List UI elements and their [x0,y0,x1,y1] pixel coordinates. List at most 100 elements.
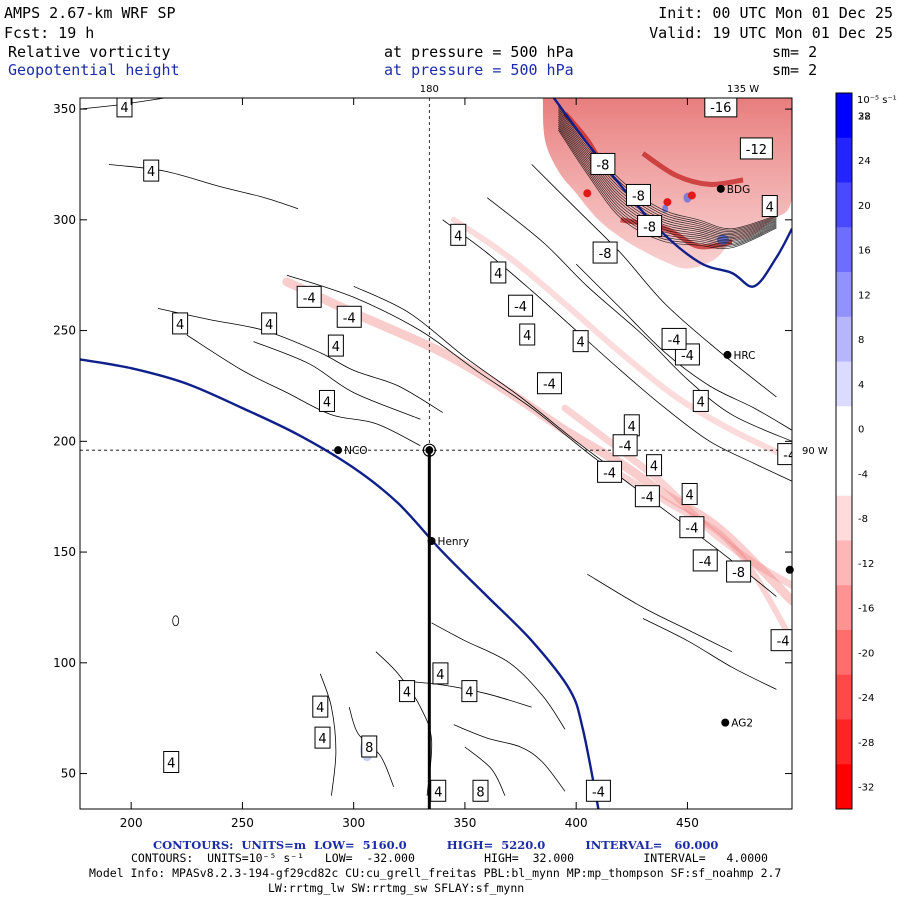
contour-label-0: 4 [120,101,128,116]
vorticity-contour-19 [587,573,733,653]
vorticity-contour-3 [186,334,421,447]
parallel-label: 90 W [802,446,828,457]
colorbar-tick-15: -28 [858,738,874,749]
contour-label-box-1 [143,159,160,182]
colorbar-tick-16: -32 [858,783,874,794]
contour-label-box-19 [681,482,698,505]
pole-marker-ring [422,443,436,457]
field1-smoothing: sm= 2 [772,43,817,61]
colorbar-segment-12 [836,630,852,676]
contour-label-29: -8 [632,189,645,204]
station-layer: NCO Henry HRC AG2 BDG [334,184,794,730]
contour-label-box-32 [739,137,773,160]
colorbar-tick-10: -8 [858,514,868,525]
contour-label-4: -4 [303,291,316,306]
x-tick-label-250: 250 [231,816,254,830]
contour-label-box-37 [461,680,478,703]
contour-label-box-30 [637,214,663,237]
negative-vorticity-band-1 [450,216,792,462]
contour-label-24: -4 [668,333,681,348]
contour-label-box-42 [430,779,447,802]
colorbar-segment-13 [836,674,852,720]
contour-label-box-4 [296,285,322,308]
station-label-henry: Henry [438,536,470,548]
vorticity-contour-2 [157,308,443,413]
contour-label-box-5 [336,305,362,328]
model-info: Model Info: MPASv8.2.3-194-gf29cd82c CU:… [89,866,781,880]
field1-name: Relative vorticity [8,43,171,61]
colorbar-segment-14 [836,719,852,765]
contour-label-box-26 [726,560,752,583]
contour-label-9: 4 [494,267,502,282]
contour-label-6: 4 [332,340,340,355]
contour-label-27: -4 [777,635,790,650]
colorbar-segment-7 [836,406,852,452]
contour-label-box-6 [327,334,344,357]
field2-smoothing: sm= 2 [772,61,817,79]
meridian-label-0: 180 [420,84,439,95]
vorticity-max-1 [687,191,696,200]
contour-label-box-35 [432,662,449,685]
y-tick-label-150: 150 [53,545,76,559]
negative-vorticity-band-2 [561,404,792,589]
contour-label-box-7 [318,389,335,412]
contour-label-37: 4 [465,686,473,701]
x-tick-label-350: 350 [453,816,476,830]
x-tick-label-300: 300 [342,816,365,830]
station-dot-ag2 [721,718,730,727]
y-tick-label-250: 250 [53,324,76,338]
contour-label-box-13 [572,330,589,353]
colorbar-segment-0 [836,93,852,139]
contour-label-43: 8 [476,785,484,800]
init-time: Init: 00 UTC Mon 01 Dec 25 [658,4,893,22]
contour-label-13: 4 [576,336,584,351]
colorbar-tick-8: 0 [858,425,864,436]
contour-label-40: 4 [167,756,175,771]
x-tick-label-450: 450 [676,816,699,830]
plot-frame [79,97,793,810]
negative-vorticity-region [542,98,792,269]
colorbar-segment-4 [836,272,852,318]
contour-label-box-8 [450,223,467,246]
y-tick-label-50: 50 [61,767,76,781]
y-tick-label-350: 350 [53,102,76,116]
dense-contour-2 [558,108,777,233]
contour-label-box-21 [692,389,709,412]
contour-label-31: -8 [599,247,612,262]
contour-label-box-3 [261,312,278,335]
contour-label-box-2 [172,312,189,335]
vorticity-contour-8 [486,197,792,442]
contour-label-23: -4 [681,349,694,364]
colorbar-tick-top: 32 [858,111,871,122]
contour-label-3: 4 [265,318,273,333]
contour-label-30: -8 [643,220,656,235]
colorbar-segment-2 [836,182,852,228]
colorbar-tick-11: -12 [858,559,874,570]
contour-label-box-20 [777,443,792,466]
colorbar-frame [835,92,853,810]
strong-negative-core-0 [641,151,744,187]
contour-label-box-40 [163,750,180,773]
meridian-label-1: 135 W [727,84,759,95]
contour-label-box-10 [508,294,534,317]
contour-label-box-18 [634,485,660,508]
height-contour-info: CONTOURS: UNITS=m LOW= 5160.0 HIGH= 5220… [153,838,718,852]
contour-label-15: -4 [603,466,616,481]
colorbar-segment-5 [836,316,852,362]
forecast-hour: Fcst: 19 h [4,24,94,42]
colorbar-tick-4: 16 [858,246,871,257]
contour-label-box-0 [116,98,133,118]
contour-label-22: -4 [685,522,698,537]
colorbar-tick-14: -24 [858,693,874,704]
contour-label-38: 4 [316,701,324,716]
contour-label-28: -8 [596,158,609,173]
contour-label-12: -4 [543,378,556,393]
contour-label-5: -4 [343,311,356,326]
contour-label-41: 8 [365,741,373,756]
field2-name: Geopotential height [8,61,180,79]
colorbar-tick-7: 4 [858,380,864,391]
contour-label-box-39 [314,726,331,749]
vorticity-contour-15 [319,673,337,796]
contour-label-box-44 [585,779,611,802]
